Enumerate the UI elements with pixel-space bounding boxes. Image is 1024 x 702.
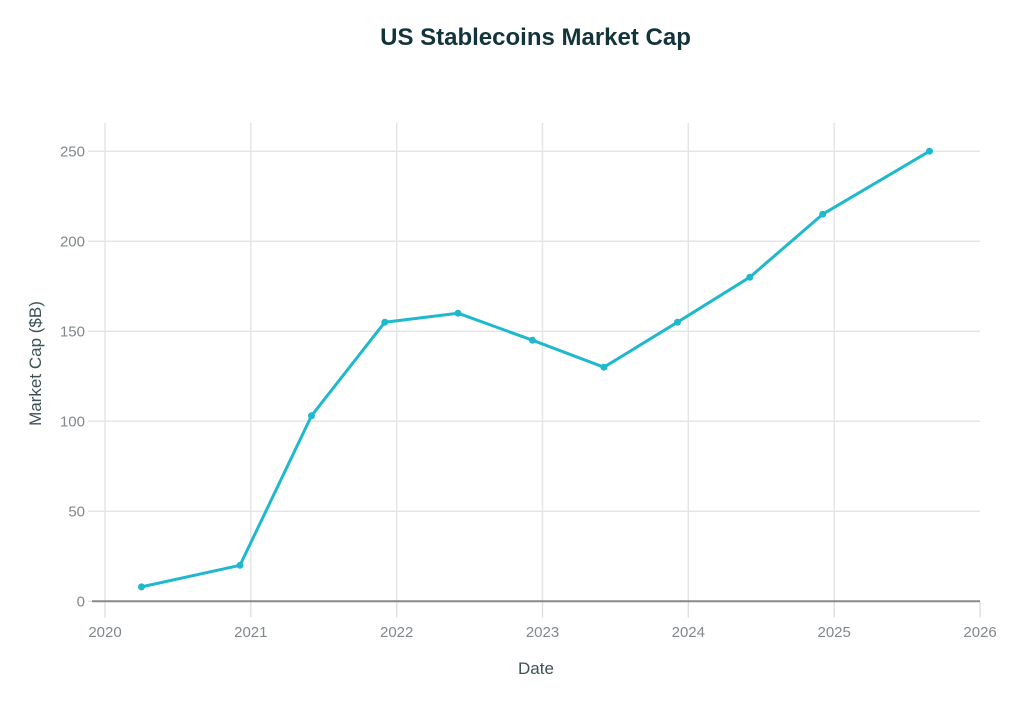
svg-text:100: 100 <box>60 414 85 431</box>
svg-text:2026: 2026 <box>963 624 996 641</box>
svg-text:US Stablecoins Market Cap: US Stablecoins Market Cap <box>380 24 691 51</box>
svg-text:200: 200 <box>60 234 85 251</box>
svg-text:Market Cap ($B): Market Cap ($B) <box>26 301 45 426</box>
svg-text:250: 250 <box>60 144 85 161</box>
svg-text:2023: 2023 <box>526 624 559 641</box>
svg-text:2024: 2024 <box>672 624 705 641</box>
svg-text:0: 0 <box>77 594 85 611</box>
svg-text:2025: 2025 <box>818 624 851 641</box>
svg-text:2021: 2021 <box>234 624 267 641</box>
svg-text:Date: Date <box>518 659 554 678</box>
svg-text:2020: 2020 <box>88 624 121 641</box>
svg-text:2022: 2022 <box>380 624 413 641</box>
svg-text:50: 50 <box>68 504 85 521</box>
svg-text:150: 150 <box>60 324 85 341</box>
